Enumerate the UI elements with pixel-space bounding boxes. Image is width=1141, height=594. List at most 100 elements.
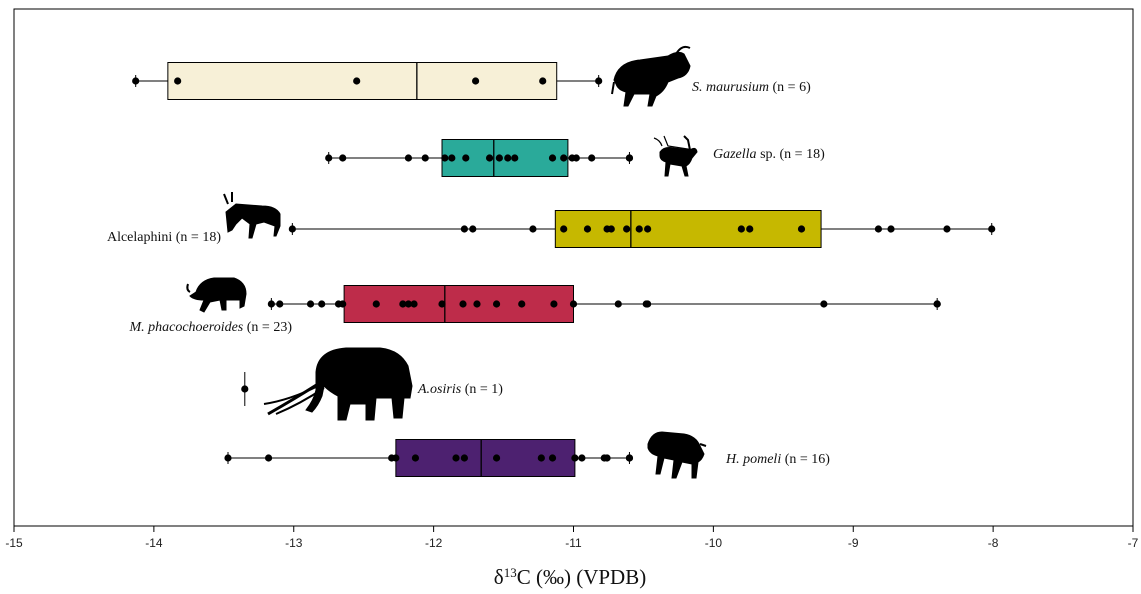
series-count: (n = 1) [465,382,504,397]
x-tick-label: -13 [285,536,303,550]
series-label: Gazella sp. (n = 18) [713,147,825,162]
suid-part [186,283,191,293]
data-point [448,154,456,162]
data-point [988,225,996,233]
data-point [560,154,568,162]
data-point [471,77,480,85]
iqr-box [167,62,558,100]
gazelle-icon [653,135,698,177]
data-point [737,225,745,233]
data-point [306,300,315,308]
data-point [353,77,361,85]
gazelle-part [683,135,691,151]
data-point [485,154,494,162]
series-count: (n = 23) [247,320,293,335]
data-point [603,454,611,462]
series-row [241,372,249,406]
series-row [132,62,603,100]
data-point [933,300,941,308]
data-point [460,454,468,462]
silhouettes [186,45,707,479]
data-point [267,300,275,308]
data-point [174,77,182,85]
data-point [392,454,400,462]
series-row [224,439,634,477]
equid-icon [647,431,707,479]
data-point [943,225,951,233]
equid-part [699,443,707,447]
bovid-part [613,51,691,107]
data-point [462,154,470,162]
bovid-icon [611,45,691,107]
data-point [504,154,512,162]
gazelle-part [663,135,695,151]
data-point [460,225,468,233]
x-tick-label: -14 [145,536,163,550]
data-point [644,225,652,233]
series-count: (n = 6) [773,80,812,95]
data-point [399,300,407,308]
data-point [623,225,631,233]
data-point [578,454,586,462]
data-point [569,300,578,308]
x-tick-label: -10 [705,536,723,550]
data-point [607,225,615,233]
series-taxon: Gazella [713,147,757,162]
data-point [820,300,828,308]
data-point [473,300,481,308]
data-point [625,454,634,462]
series-row [267,285,941,323]
elephant-part [267,382,319,416]
data-point [339,154,347,162]
series-count: (n = 18) [176,230,222,245]
elephant-icon [263,347,413,421]
data-point [495,154,503,162]
data-point [595,77,603,85]
alcelaphine-icon [223,192,281,239]
data-point [410,300,418,308]
x-tick-label: -9 [848,536,859,550]
data-point [548,454,557,462]
data-point [264,454,273,462]
series-label: Alcelaphini (n = 18) [107,230,221,245]
data-point [318,300,326,308]
x-axis: -15 -14 -13 -12 -11 -10 -9 -8 -7 [5,526,1139,550]
series-count: (n = 16) [785,452,831,467]
series-label: H. pomeli (n = 16) [725,452,830,467]
data-point [583,225,592,233]
data-point [518,300,526,308]
data-point [550,300,558,308]
x-tick-label: -7 [1128,536,1139,550]
data-point [625,154,634,162]
bovid-part [675,45,691,55]
data-point [874,225,883,233]
data-point [404,154,413,162]
series-row [325,139,634,177]
data-point [746,225,754,233]
data-point [459,300,467,308]
series-taxon: S. maurusium [692,80,769,95]
series-row [288,210,996,248]
data-point [635,225,643,233]
suid-part [189,277,247,313]
data-point [325,154,333,162]
suid-icon [186,277,247,313]
data-point [288,225,296,233]
data-point [492,454,501,462]
data-point [560,225,568,233]
series-taxon: H. pomeli [725,452,781,467]
data-point [404,300,413,308]
alcelaphine-part [223,192,233,205]
elephant-part [275,387,325,415]
data-point [276,300,284,308]
x-tick-label: -8 [988,536,999,550]
data-point [438,300,446,308]
equid-part [647,431,705,479]
data-point [241,385,249,393]
data-point [644,300,652,308]
data-point [572,154,580,162]
data-point [411,454,420,462]
data-point [614,300,622,308]
series-rows: S. maurusium (n = 6) Gazella sp. (n = 18)… [107,62,996,477]
series-taxon: Alcelaphini [107,230,172,245]
